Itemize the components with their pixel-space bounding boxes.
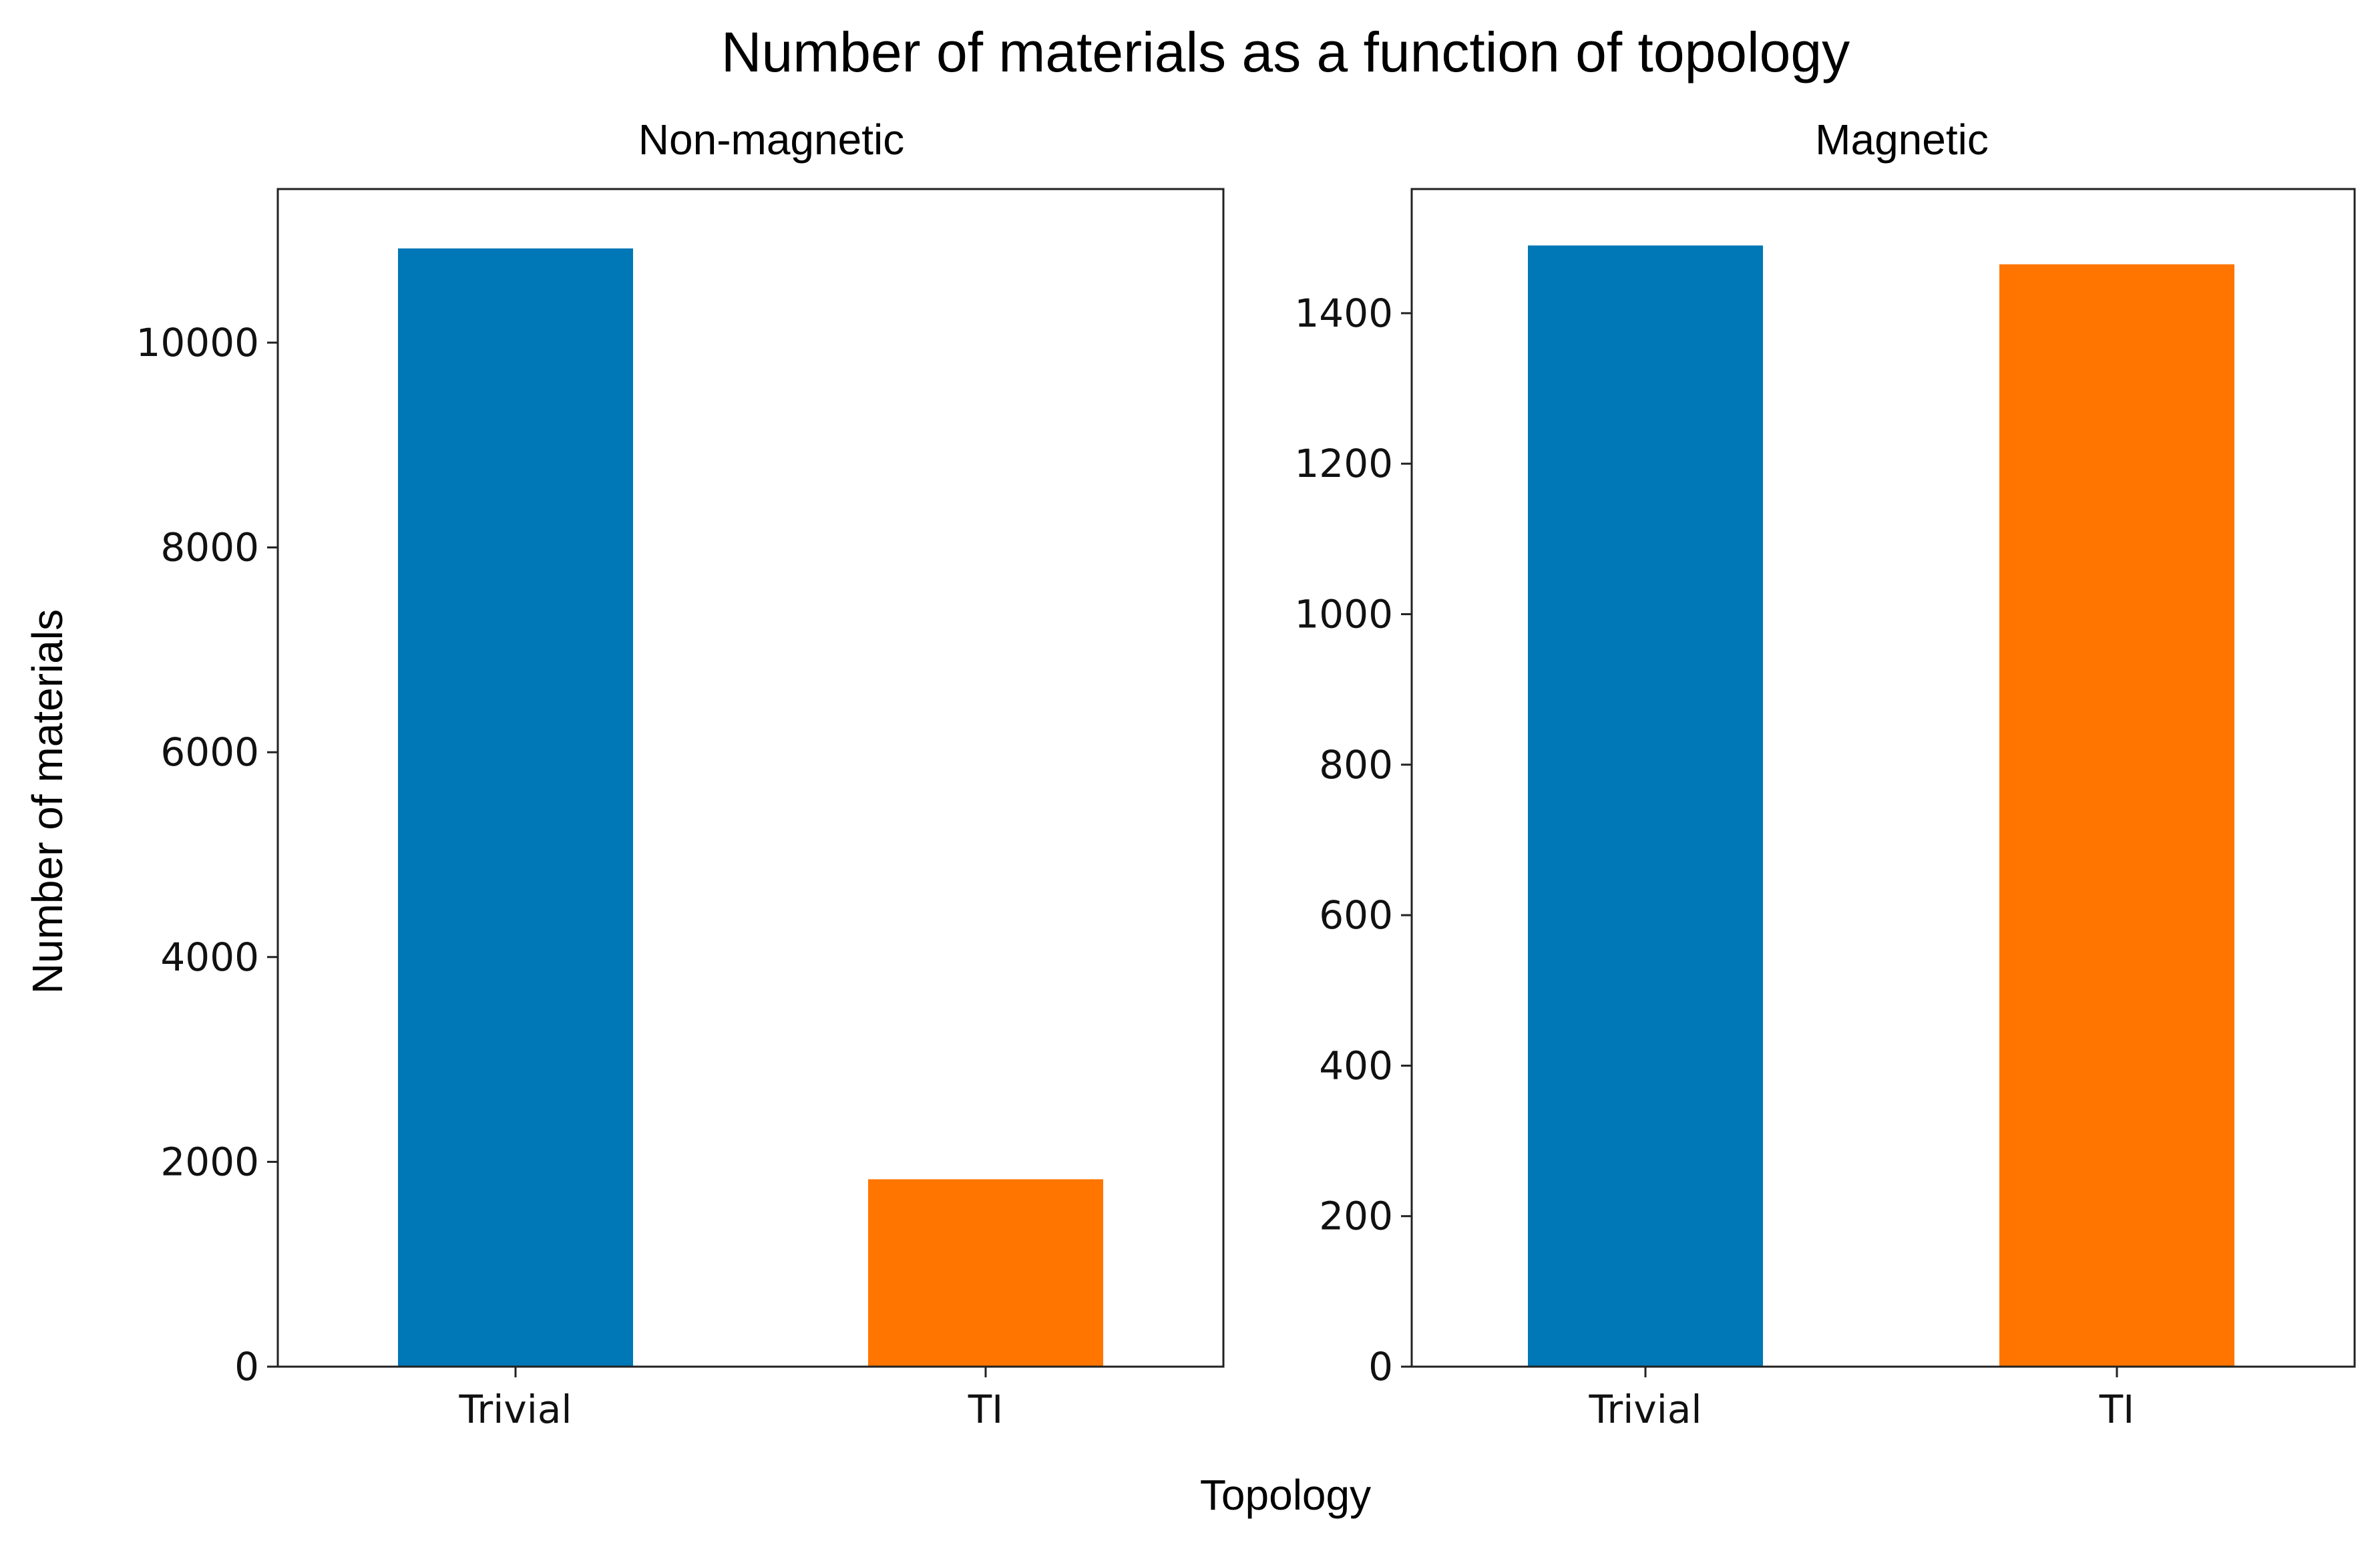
y-tick-label: 1200 [1294, 441, 1393, 486]
y-tick-label: 400 [1319, 1043, 1393, 1088]
y-tick-label: 800 [1319, 742, 1393, 788]
y-tick-label: 1400 [1294, 291, 1393, 336]
x-tick-label: Trivial [1589, 1387, 1702, 1432]
y-tick-label: 8000 [160, 525, 259, 570]
y-tick-label: 6000 [160, 729, 259, 775]
bar-group [398, 248, 1103, 1367]
panel-magnetic: Magnetic 0 200 400 600 800 1000 1200 1400 Trivi… [1294, 116, 2356, 1432]
y-tick-label: 0 [234, 1344, 259, 1389]
x-tick-label: Trivial [459, 1387, 572, 1432]
y-tick-label: 200 [1319, 1194, 1393, 1239]
y-tick-label: 600 [1319, 892, 1393, 938]
y-axis-ticks: 0 200 400 600 800 1000 1200 1400 [1294, 291, 1412, 1389]
x-axis-label: Topology [1200, 1471, 1371, 1519]
bar-group [1528, 245, 2234, 1367]
x-axis-ticks: Trivial TI [459, 1367, 1004, 1432]
plot-frame [276, 188, 1225, 1368]
panel-title: Non-magnetic [638, 116, 904, 164]
bar-trivial [398, 248, 633, 1367]
panel-title: Magnetic [1815, 116, 1989, 164]
bar-trivial [1528, 245, 1763, 1367]
y-tick-label: 2000 [160, 1139, 259, 1184]
y-tick-label: 1000 [1294, 591, 1393, 637]
x-tick-label: TI [2099, 1387, 2135, 1432]
y-tick-label: 0 [1368, 1344, 1393, 1389]
y-tick-label: 4000 [160, 934, 259, 980]
y-axis-label: Number of materials [23, 609, 71, 994]
x-axis-ticks: Trivial TI [1589, 1367, 2135, 1432]
panel-non-magnetic: Non-magnetic 0 2000 4000 6000 8000 10000 Triv… [136, 116, 1225, 1432]
x-tick-label: TI [968, 1387, 1004, 1432]
y-axis-ticks: 0 2000 4000 6000 8000 10000 [136, 320, 278, 1389]
bar-ti [868, 1179, 1103, 1367]
plot-frame [1410, 188, 2356, 1368]
y-tick-label: 10000 [136, 320, 259, 365]
figure-title: Number of materials as a function of top… [721, 21, 1850, 83]
bar-ti [1999, 264, 2234, 1367]
